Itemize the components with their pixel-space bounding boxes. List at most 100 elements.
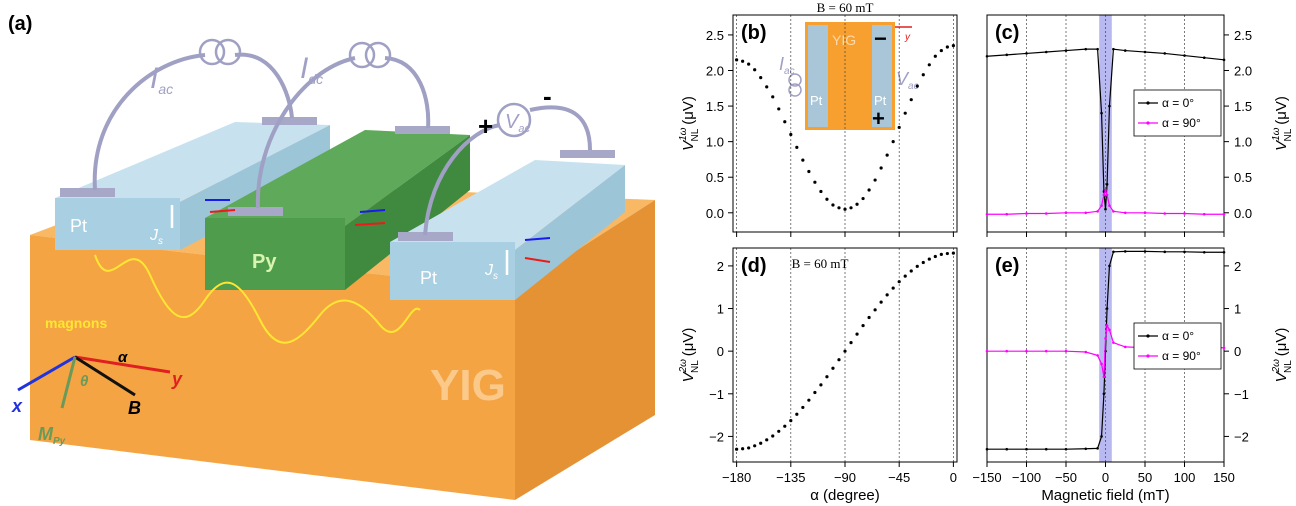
angle-label: θ xyxy=(80,373,89,390)
legend-swatch xyxy=(1146,101,1149,104)
data-point xyxy=(735,448,738,451)
data-point xyxy=(1223,59,1226,62)
y-tick-label: 1 xyxy=(717,302,724,317)
data-point xyxy=(1104,189,1107,192)
schematic: (a) Iac Idc + Vac - Pt Py Pt Js Js xyxy=(8,13,655,500)
x-tick-label: −45 xyxy=(888,470,910,485)
field-label: B xyxy=(128,398,141,418)
data-point xyxy=(783,120,786,123)
data-point xyxy=(1183,251,1186,254)
data-point xyxy=(886,293,889,296)
data-point xyxy=(849,341,852,344)
yig-label: YIG xyxy=(430,361,506,410)
data-point xyxy=(1106,307,1109,310)
data-point xyxy=(1045,212,1048,215)
data-point xyxy=(1108,265,1111,268)
data-point xyxy=(1104,337,1107,340)
data-point xyxy=(1124,211,1127,214)
data-point xyxy=(1183,212,1186,215)
data-point xyxy=(825,375,828,378)
y-tick-label: 2 xyxy=(717,259,724,274)
y-label-sup: 1ω xyxy=(1271,127,1282,141)
data-point xyxy=(1005,213,1008,216)
data-point xyxy=(813,391,816,394)
y-tick-label: 1.5 xyxy=(706,99,724,114)
data-point xyxy=(874,308,877,311)
inset: YIG Pt Pt − + Iac Vac y xyxy=(779,22,919,131)
data-point xyxy=(837,358,840,361)
data-point xyxy=(940,49,943,52)
data-point xyxy=(855,203,858,206)
y-tick-label: 2.5 xyxy=(1234,28,1252,43)
data-point xyxy=(1096,447,1099,450)
data-point xyxy=(771,434,774,437)
contact xyxy=(395,126,450,134)
data-point xyxy=(1203,251,1206,254)
x-tick-label: −150 xyxy=(972,470,1001,485)
data-point xyxy=(753,68,756,71)
data-point xyxy=(1005,54,1008,57)
legend-label: α = 90° xyxy=(1162,116,1201,130)
data-point xyxy=(1223,251,1226,254)
y-label-sup: 1ω xyxy=(678,127,689,141)
data-point xyxy=(867,188,870,191)
minus-sign: - xyxy=(543,81,552,111)
y-tick-label: 1 xyxy=(1234,302,1241,317)
inset-plus: + xyxy=(872,106,885,131)
data-point xyxy=(747,62,750,65)
data-point xyxy=(771,95,774,98)
y-tick-label: 0.0 xyxy=(706,206,724,221)
data-point xyxy=(1096,354,1099,357)
y-label-sub: NL xyxy=(1283,128,1294,141)
legend-swatch xyxy=(1146,354,1149,357)
data-point xyxy=(1025,52,1028,55)
inset-axis-label: y xyxy=(904,32,911,43)
data-point xyxy=(1100,112,1103,115)
data-point xyxy=(801,406,804,409)
data-point xyxy=(843,350,846,353)
panel-label: (b) xyxy=(741,22,767,44)
x-tick-label: 100 xyxy=(1174,470,1196,485)
data-point xyxy=(922,73,925,76)
data-point xyxy=(1106,194,1109,197)
data-point xyxy=(1108,329,1111,332)
data-point xyxy=(1144,250,1147,253)
inset-current: Iac xyxy=(779,54,795,77)
data-point xyxy=(1106,183,1109,186)
data-point xyxy=(1103,194,1106,197)
data-point xyxy=(986,213,989,216)
legend-swatch xyxy=(1146,121,1149,124)
plus-sign: + xyxy=(478,111,493,141)
data-point xyxy=(1112,210,1115,213)
data-point xyxy=(765,438,768,441)
data-point xyxy=(1203,56,1206,59)
magnons-label: magnons xyxy=(45,315,107,331)
panel: −150−100−50050100150−2−1012α = 0°α = 90°… xyxy=(972,248,1294,504)
data-point xyxy=(861,197,864,200)
data-point xyxy=(1065,49,1068,52)
data-point xyxy=(922,261,925,264)
data-point xyxy=(759,442,762,445)
data-point xyxy=(880,301,883,304)
contact xyxy=(560,150,615,158)
y-tick-label: −2 xyxy=(709,429,724,444)
data-point xyxy=(928,257,931,260)
y-axis-label: V1ωNL(μV) xyxy=(678,96,701,151)
y-tick-label: 2.0 xyxy=(1234,63,1252,78)
data-point xyxy=(1045,350,1048,353)
data-point xyxy=(759,76,762,79)
data-point xyxy=(1223,346,1226,349)
data-point xyxy=(904,275,907,278)
data-point xyxy=(910,269,913,272)
legend-label: α = 90° xyxy=(1162,349,1201,363)
y-tick-label: −1 xyxy=(709,387,724,402)
inset-material: YIG xyxy=(832,32,856,48)
axis-label: x xyxy=(11,396,23,416)
data-point xyxy=(1065,448,1068,451)
data-point xyxy=(1124,250,1127,253)
y-tick-label: −1 xyxy=(1234,387,1249,402)
data-point xyxy=(777,430,780,433)
data-point xyxy=(1045,448,1048,451)
data-point xyxy=(934,255,937,258)
y-tick-label: 1.0 xyxy=(706,135,724,150)
